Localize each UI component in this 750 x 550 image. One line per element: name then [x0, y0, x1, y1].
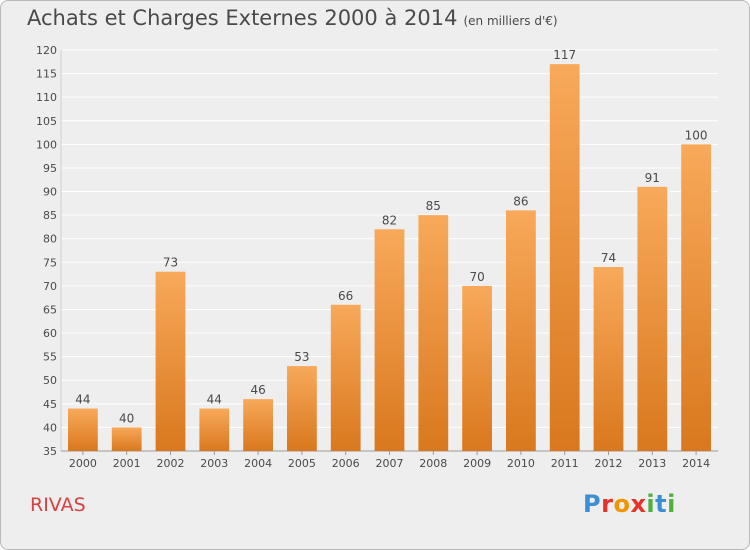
x-tick-label: 2005 — [288, 457, 316, 470]
y-tick-label: 105 — [36, 115, 57, 128]
logo-letter: o — [613, 490, 631, 518]
chart-subtitle: (en milliers d'€) — [463, 14, 558, 28]
bar — [330, 304, 361, 451]
logo-letter: t — [655, 490, 668, 518]
y-tick-label: 80 — [43, 233, 57, 246]
bar-value-label: 46 — [250, 383, 265, 397]
chart-title-text: Achats et Charges Externes 2000 à 2014 — [27, 6, 458, 30]
bar — [506, 210, 536, 451]
bar — [155, 271, 186, 451]
y-tick-label: 100 — [36, 138, 57, 151]
bar-value-label: 44 — [75, 393, 90, 407]
bar-value-label: 66 — [338, 289, 353, 303]
bar — [199, 408, 230, 451]
x-tick-label: 2010 — [507, 457, 535, 470]
y-tick-label: 70 — [43, 280, 57, 293]
y-tick-label: 60 — [43, 327, 57, 340]
y-tick-label: 95 — [43, 162, 57, 175]
bar — [593, 267, 624, 451]
bar — [111, 427, 142, 451]
bar-value-label: 117 — [553, 48, 576, 62]
y-tick-label: 45 — [43, 398, 57, 411]
x-tick-label: 2007 — [376, 457, 404, 470]
bar — [68, 408, 98, 451]
bar — [374, 229, 405, 451]
bar-value-label: 73 — [163, 256, 178, 270]
bar — [287, 366, 317, 451]
x-tick-label: 2009 — [463, 457, 491, 470]
x-tick-label: 2003 — [200, 457, 228, 470]
commune-name: RIVAS — [30, 494, 86, 516]
x-tick-label: 2012 — [595, 457, 623, 470]
y-tick-label: 40 — [43, 421, 57, 434]
bar — [549, 64, 580, 451]
x-tick-label: 2002 — [157, 457, 185, 470]
x-tick-label: 2011 — [551, 457, 579, 470]
logo-letter: x — [630, 490, 647, 518]
bar-value-label: 44 — [207, 393, 222, 407]
y-tick-label: 50 — [43, 374, 57, 387]
y-tick-label: 35 — [43, 445, 57, 458]
bar — [637, 186, 668, 451]
y-tick-label: 120 — [36, 44, 57, 57]
bar-value-label: 53 — [294, 350, 309, 364]
proxiti-logo: Proxiti — [583, 490, 676, 518]
x-tick-label: 2004 — [244, 457, 272, 470]
logo-letter: r — [601, 490, 614, 518]
x-tick-label: 2013 — [638, 457, 666, 470]
y-tick-label: 65 — [43, 303, 57, 316]
y-tick-label: 75 — [43, 256, 57, 269]
y-tick-label: 115 — [36, 68, 57, 81]
x-tick-label: 2006 — [332, 457, 360, 470]
bar — [462, 285, 492, 451]
y-tick-label: 55 — [43, 351, 57, 364]
bar — [418, 215, 449, 451]
logo-letter: i — [667, 490, 676, 518]
y-tick-label: 110 — [36, 91, 57, 104]
bar — [681, 144, 711, 451]
logo-letter: i — [646, 490, 656, 518]
x-tick-label: 2001 — [113, 457, 141, 470]
x-tick-label: 2000 — [69, 457, 97, 470]
bar-value-label: 86 — [513, 194, 528, 208]
bar-value-label: 91 — [645, 171, 660, 185]
bar-value-label: 70 — [469, 270, 484, 284]
bar-value-label: 40 — [119, 411, 134, 425]
bar — [243, 399, 273, 451]
x-tick-label: 2014 — [682, 457, 710, 470]
y-tick-label: 85 — [43, 209, 57, 222]
bar-value-label: 74 — [601, 251, 616, 265]
chart-title: Achats et Charges Externes 2000 à 2014 (e… — [27, 6, 558, 30]
bar-value-label: 85 — [426, 199, 441, 213]
x-tick-label: 2008 — [419, 457, 447, 470]
y-tick-label: 90 — [43, 186, 57, 199]
bar-value-label: 82 — [382, 213, 397, 227]
bar-value-label: 100 — [685, 128, 708, 142]
logo-letter: P — [583, 490, 602, 518]
